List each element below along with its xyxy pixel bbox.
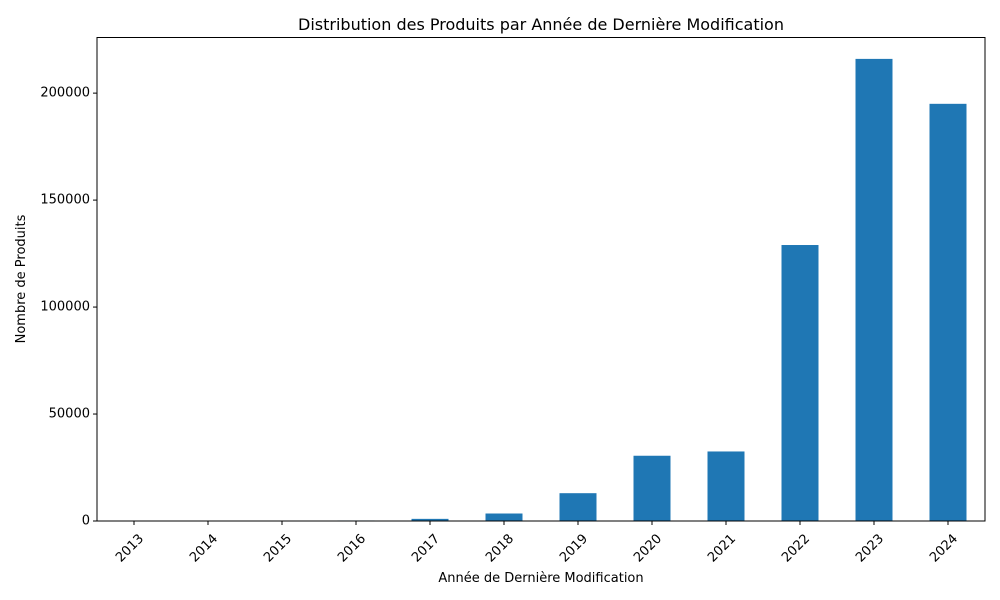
x-tick-label: 2019	[557, 531, 591, 565]
x-tick-label: 2013	[113, 531, 147, 565]
bar-2023	[855, 58, 893, 521]
y-tick-label: 100000	[40, 300, 90, 315]
x-tick-label: 2024	[927, 531, 961, 565]
bar-2019	[559, 493, 597, 521]
y-tick-label: 50000	[49, 407, 90, 422]
x-tick-label: 2023	[853, 531, 887, 565]
bar-2020	[633, 455, 671, 521]
x-axis-ticks: 2013 2014 2015 2016 2017 2018 2019 2020 2021 2022…	[113, 521, 961, 565]
bar-2024	[929, 103, 967, 521]
x-tick-label: 2017	[409, 531, 443, 565]
x-tick-label: 2015	[261, 531, 295, 565]
bar-2018	[485, 513, 523, 521]
y-tick-label: 150000	[40, 193, 90, 208]
y-tick-label: 0	[82, 514, 90, 529]
x-tick-label: 2021	[705, 531, 739, 565]
y-tick-label: 200000	[40, 86, 90, 101]
chart-title: Distribution des Produits par Année de D…	[298, 15, 784, 34]
x-tick-label: 2020	[631, 531, 665, 565]
x-tick-label: 2016	[335, 531, 369, 565]
bar-2021	[707, 451, 745, 521]
plot-frame	[96, 37, 986, 522]
bars-group	[115, 58, 967, 521]
y-axis-label: Nombre de Produits	[14, 214, 29, 343]
bar-2022	[781, 245, 819, 521]
x-tick-label: 2022	[779, 531, 813, 565]
bar-2017	[411, 518, 449, 521]
x-tick-label: 2014	[187, 531, 221, 565]
y-axis-ticks: 0 50000 100000 150000 200000	[40, 86, 97, 529]
x-tick-label: 2018	[483, 531, 517, 565]
x-axis-label: Année de Dernière Modification	[438, 571, 643, 586]
